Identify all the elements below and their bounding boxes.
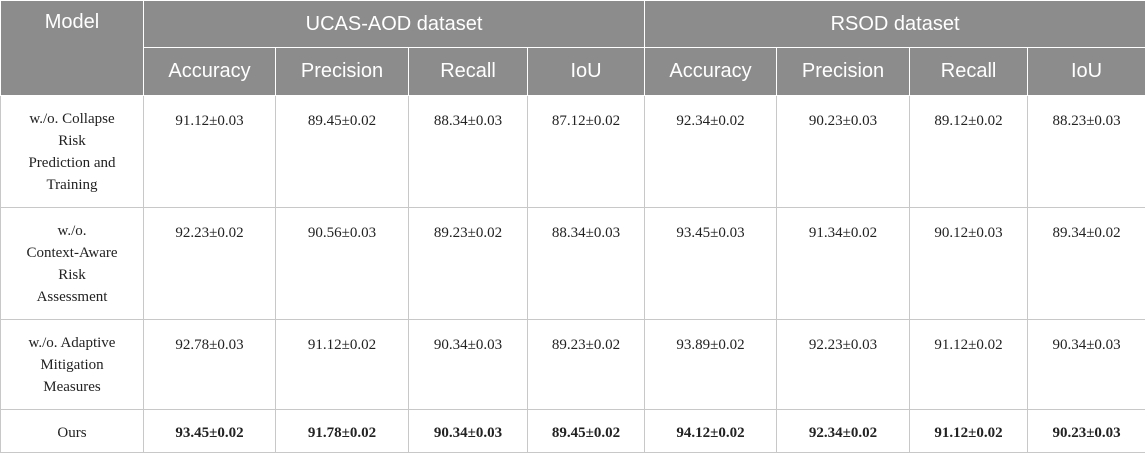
header-precision: Precision: [777, 48, 910, 96]
value-cell: 93.45±0.03: [645, 208, 777, 320]
value-cell: 89.23±0.02: [528, 320, 645, 410]
value-cell: 92.78±0.03: [144, 320, 276, 410]
model-name-line: w./o. Adaptive: [7, 332, 137, 354]
value-cell-bold: 91.78±0.02: [276, 410, 409, 453]
header-recall: Recall: [409, 48, 528, 96]
model-name-line: w./o.: [7, 220, 137, 242]
value-cell: 90.56±0.03: [276, 208, 409, 320]
value-cell: 89.12±0.02: [910, 96, 1028, 208]
value-cell: 90.23±0.03: [777, 96, 910, 208]
header-row-metrics: Accuracy Precision Recall IoU Accuracy P…: [1, 48, 1145, 96]
value-cell-bold: 92.34±0.02: [777, 410, 910, 453]
value-cell: 88.34±0.03: [528, 208, 645, 320]
value-cell: 93.89±0.02: [645, 320, 777, 410]
header-recall: Recall: [910, 48, 1028, 96]
value-cell: 92.23±0.03: [777, 320, 910, 410]
model-name-line: Training: [7, 174, 137, 196]
value-cell: 91.12±0.02: [276, 320, 409, 410]
header-model: Model: [1, 1, 144, 96]
model-name-line: Mitigation: [7, 354, 137, 376]
header-group-ucas-aod: UCAS-AOD dataset: [144, 1, 645, 48]
table-row-ours: Ours 93.45±0.02 91.78±0.02 90.34±0.03 89…: [1, 410, 1145, 453]
header-row-groups: Model UCAS-AOD dataset RSOD dataset: [1, 1, 1145, 48]
table-row: w./o. Context-Aware Risk Assessment 92.2…: [1, 208, 1145, 320]
value-cell-bold: 90.23±0.03: [1028, 410, 1145, 453]
model-name-line: Risk: [7, 130, 137, 152]
value-cell: 91.34±0.02: [777, 208, 910, 320]
model-name-line: w./o. Collapse: [7, 108, 137, 130]
header-accuracy: Accuracy: [144, 48, 276, 96]
model-name-cell: Ours: [1, 410, 144, 453]
model-name-line: Prediction and: [7, 152, 137, 174]
value-cell: 88.23±0.03: [1028, 96, 1145, 208]
model-name-cell: w./o. Collapse Risk Prediction and Train…: [1, 96, 144, 208]
table-row: w./o. Collapse Risk Prediction and Train…: [1, 96, 1145, 208]
value-cell-bold: 89.45±0.02: [528, 410, 645, 453]
value-cell: 91.12±0.02: [910, 320, 1028, 410]
value-cell: 88.34±0.03: [409, 96, 528, 208]
value-cell: 90.34±0.03: [409, 320, 528, 410]
model-name-line: Assessment: [7, 286, 137, 308]
value-cell-bold: 93.45±0.02: [144, 410, 276, 453]
table-row: w./o. Adaptive Mitigation Measures 92.78…: [1, 320, 1145, 410]
model-name-line: Measures: [7, 376, 137, 398]
header-precision: Precision: [276, 48, 409, 96]
value-cell: 92.23±0.02: [144, 208, 276, 320]
value-cell: 89.45±0.02: [276, 96, 409, 208]
value-cell: 89.23±0.02: [409, 208, 528, 320]
value-cell: 89.34±0.02: [1028, 208, 1145, 320]
value-cell-bold: 91.12±0.02: [910, 410, 1028, 453]
header-group-rsod: RSOD dataset: [645, 1, 1145, 48]
model-name-cell: w./o. Adaptive Mitigation Measures: [1, 320, 144, 410]
value-cell-bold: 90.34±0.03: [409, 410, 528, 453]
model-name-line: Risk: [7, 264, 137, 286]
value-cell: 92.34±0.02: [645, 96, 777, 208]
value-cell: 90.34±0.03: [1028, 320, 1145, 410]
model-name-line: Ours: [7, 422, 137, 444]
value-cell-bold: 94.12±0.02: [645, 410, 777, 453]
value-cell: 90.12±0.03: [910, 208, 1028, 320]
value-cell: 87.12±0.02: [528, 96, 645, 208]
model-name-line: Context-Aware: [7, 242, 137, 264]
header-iou: IoU: [528, 48, 645, 96]
value-cell: 91.12±0.03: [144, 96, 276, 208]
model-name-cell: w./o. Context-Aware Risk Assessment: [1, 208, 144, 320]
header-accuracy: Accuracy: [645, 48, 777, 96]
header-iou: IoU: [1028, 48, 1145, 96]
